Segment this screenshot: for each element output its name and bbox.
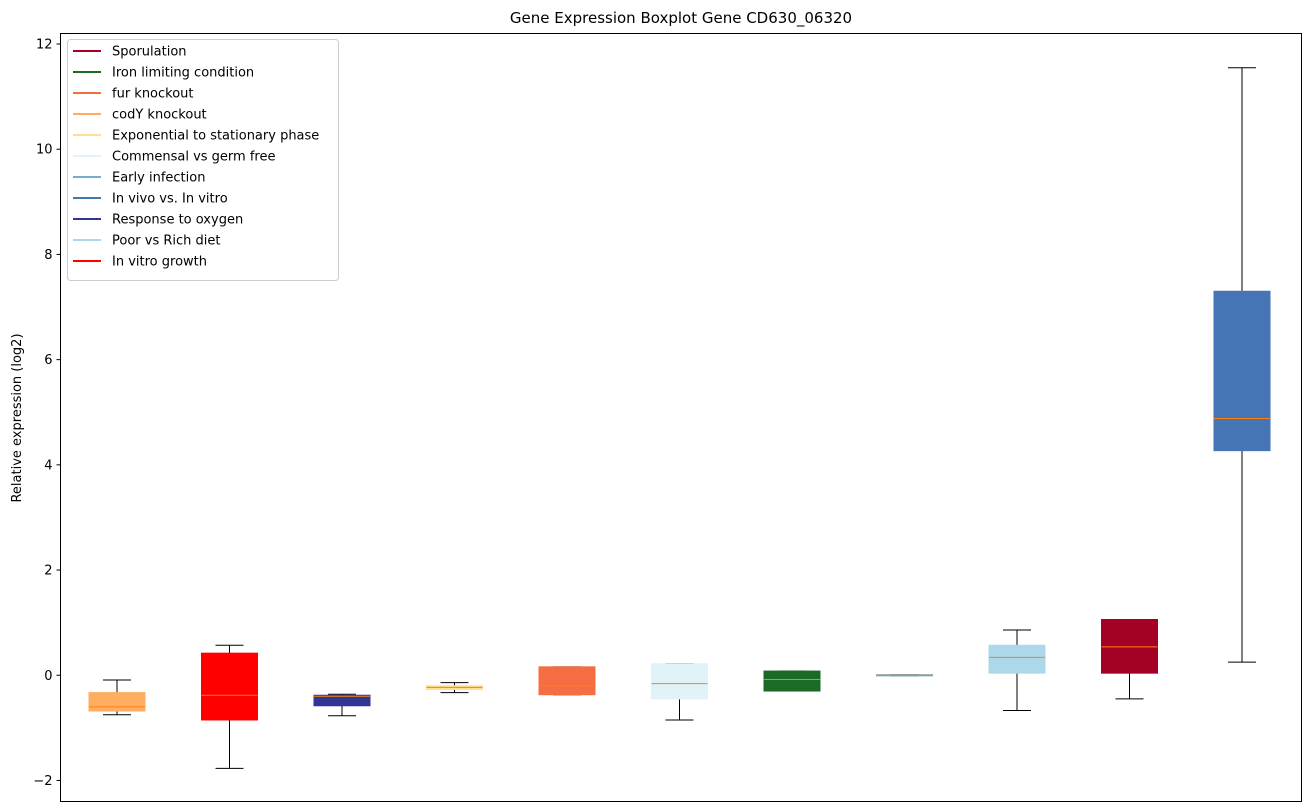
legend-frame xyxy=(67,39,339,281)
box xyxy=(201,652,258,721)
legend-label: fur knockout xyxy=(112,87,194,102)
box-group xyxy=(651,663,708,721)
legend-label: Sporulation xyxy=(112,45,187,60)
plot-frame xyxy=(60,33,1302,802)
y-tick-label: −2 xyxy=(33,774,52,789)
y-tick-label: 12 xyxy=(36,38,53,53)
legend: Sporulation Iron limiting condition fur kn… xyxy=(67,39,339,281)
box xyxy=(538,666,596,696)
y-axis: −2 0 2 4 6 8 10 12 xyxy=(33,38,61,789)
y-tick-label: 2 xyxy=(44,564,52,579)
y-tick-label: 10 xyxy=(36,143,53,158)
chart-title: Gene Expression Boxplot Gene CD630_06320 xyxy=(510,9,852,28)
box-group xyxy=(426,682,483,694)
y-tick-label: 4 xyxy=(44,458,52,473)
box xyxy=(1101,618,1158,674)
legend-label: Exponential to stationary phase xyxy=(112,129,319,144)
box-group xyxy=(988,629,1046,711)
box-group xyxy=(313,693,371,717)
legend-label: Poor vs Rich diet xyxy=(112,234,220,249)
box xyxy=(1213,290,1271,452)
box-group xyxy=(1101,618,1158,700)
box-group xyxy=(538,666,596,696)
legend-label: Iron limiting condition xyxy=(112,66,254,81)
boxes-layer xyxy=(88,67,1271,769)
box xyxy=(988,644,1046,674)
legend-label: Commensal vs germ free xyxy=(112,150,275,165)
box-group xyxy=(876,674,933,677)
y-tick-label: 0 xyxy=(44,669,52,684)
y-tick-label: 8 xyxy=(44,248,52,263)
legend-label: Early infection xyxy=(112,171,205,186)
legend-label: Response to oxygen xyxy=(112,213,243,228)
box xyxy=(313,694,371,707)
box-group xyxy=(763,670,821,692)
y-axis-label: Relative expression (log2) xyxy=(10,333,25,502)
box xyxy=(651,663,708,700)
box-group xyxy=(1213,67,1271,663)
box-group xyxy=(88,679,146,716)
legend-label: codY knockout xyxy=(112,108,207,123)
legend-label: In vivo vs. In vitro xyxy=(112,192,228,207)
box-group xyxy=(201,644,258,769)
box xyxy=(88,692,146,712)
box xyxy=(763,670,821,692)
legend-label: In vitro growth xyxy=(112,255,207,270)
y-tick-label: 6 xyxy=(44,353,52,368)
